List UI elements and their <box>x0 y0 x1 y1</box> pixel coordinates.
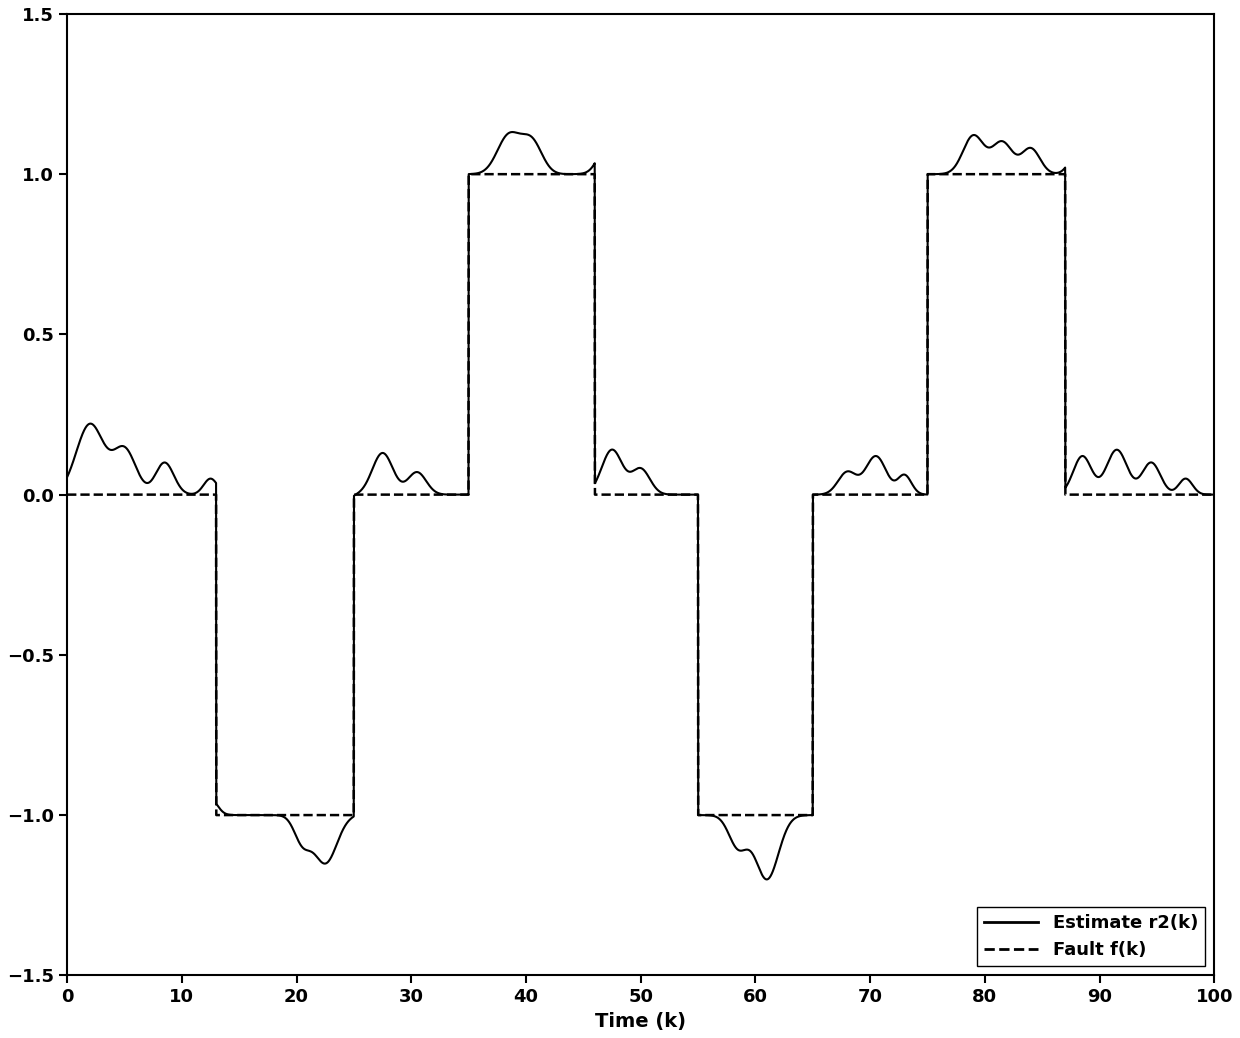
Estimate r2(k) <box>806 489 821 501</box>
Line: Estimate r2(k): Estimate r2(k) <box>67 132 1214 879</box>
Estimate r2(k) <box>505 126 520 138</box>
Fault f(k) <box>806 489 821 501</box>
Estimate r2(k) <box>268 809 283 821</box>
Estimate r2(k) <box>759 873 774 885</box>
Fault f(k) <box>498 168 513 181</box>
Estimate r2(k) <box>916 488 931 500</box>
Estimate r2(k) <box>748 853 763 866</box>
Fault f(k) <box>208 809 223 821</box>
Fault f(k) <box>748 809 763 821</box>
Estimate r2(k) <box>498 130 513 142</box>
Fault f(k) <box>461 168 476 181</box>
Estimate r2(k) <box>60 471 74 484</box>
Fault f(k) <box>916 489 931 501</box>
Fault f(k) <box>268 809 283 821</box>
Estimate r2(k) <box>1003 143 1018 156</box>
Estimate r2(k) <box>1207 489 1221 501</box>
X-axis label: Time (k): Time (k) <box>595 1012 686 1031</box>
Fault f(k) <box>1003 168 1018 181</box>
Fault f(k) <box>60 489 74 501</box>
Fault f(k) <box>1207 489 1221 501</box>
Line: Fault f(k): Fault f(k) <box>67 174 1214 815</box>
Legend: Estimate r2(k), Fault f(k): Estimate r2(k), Fault f(k) <box>977 907 1205 966</box>
